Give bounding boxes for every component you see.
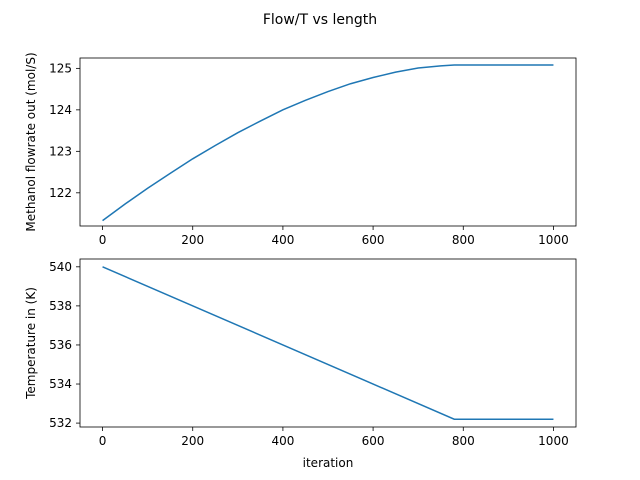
temperature-y-tick-label: 532 [49, 416, 72, 430]
temperature-x-tick-label: 1000 [538, 434, 569, 448]
temperature-x-tick-label: 800 [452, 434, 475, 448]
figure-title: Flow/T vs length [263, 12, 377, 28]
temperature-y-axis-label: Temperature in (K) [24, 287, 38, 400]
temperature-y-tick-label: 540 [49, 260, 72, 274]
temperature-y-tick-label: 538 [49, 299, 72, 313]
temperature-x-tick-label: 600 [362, 434, 385, 448]
temperature-series-line [102, 266, 554, 420]
flowrate-x-tick-label: 600 [362, 233, 385, 247]
temperature-subplot: 0 200 400 600 800 1000 532 534 536 538 540 Temperat… [24, 258, 577, 470]
temperature-x-axis-label: iteration [303, 456, 354, 470]
temperature-y-tick-label: 534 [49, 377, 72, 391]
flowrate-axes-frame [79, 57, 577, 227]
flowrate-x-tick-label: 1000 [538, 233, 569, 247]
flowrate-subplot: 0 200 400 600 800 1000 122 123 124 125 Methanol fl… [24, 52, 577, 247]
temperature-x-tick-label: 400 [271, 434, 294, 448]
flowrate-x-tick-label: 0 [99, 233, 107, 247]
temperature-y-tick-label: 536 [49, 338, 72, 352]
flowrate-series-line [102, 64, 554, 222]
flowrate-y-tick-label: 123 [49, 144, 72, 158]
temperature-axes-frame [79, 258, 577, 428]
flowrate-x-tick-label: 400 [271, 233, 294, 247]
temperature-x-tick-label: 0 [99, 434, 107, 448]
flowrate-y-tick-label: 122 [49, 186, 72, 200]
flowrate-y-axis-label: Methanol flowrate out (mol/S) [24, 52, 38, 231]
flowrate-y-tick-label: 125 [49, 61, 72, 75]
flowrate-x-tick-label: 800 [452, 233, 475, 247]
temperature-x-tick-label: 200 [181, 434, 204, 448]
flowrate-x-tick-label: 200 [181, 233, 204, 247]
flowrate-y-tick-label: 124 [49, 103, 72, 117]
